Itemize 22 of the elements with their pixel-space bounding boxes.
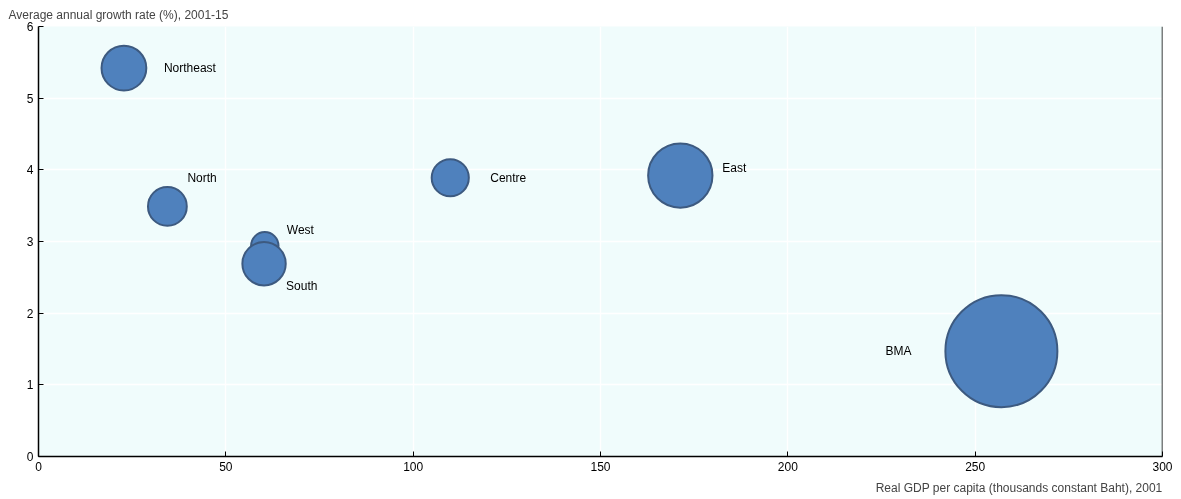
x-tick-label: 100: [403, 459, 424, 474]
series-label: Centre: [490, 170, 527, 185]
y-tick-label: 0: [26, 450, 34, 464]
y-tick-label: 4: [26, 163, 34, 178]
series-label: South: [286, 278, 318, 293]
series-label: Northeast: [163, 61, 217, 76]
x-tick-label: 250: [965, 459, 986, 474]
y-tick-label: 6: [26, 20, 34, 34]
y-tick-label: 3: [26, 235, 34, 249]
y-axis-title: Average annual growth rate (%), 2001-15: [8, 7, 229, 22]
x-tick-label: 50: [219, 459, 233, 474]
y-tick-label: 2: [26, 306, 34, 321]
text: BMA: [885, 344, 912, 359]
y-tick-label: 5: [26, 91, 34, 106]
x-tick-label: 200: [777, 459, 799, 474]
series-label: North: [187, 171, 217, 186]
x-axis-title: Real GDP per capita (thousands constant Baht), 2001: [875, 480, 1163, 495]
series-label: East: [722, 160, 747, 175]
x-tick-label: 150: [590, 459, 611, 474]
x-tick-label: 300: [1152, 459, 1173, 474]
y-tick-label: 1: [26, 378, 34, 393]
series-label: West: [286, 222, 315, 237]
